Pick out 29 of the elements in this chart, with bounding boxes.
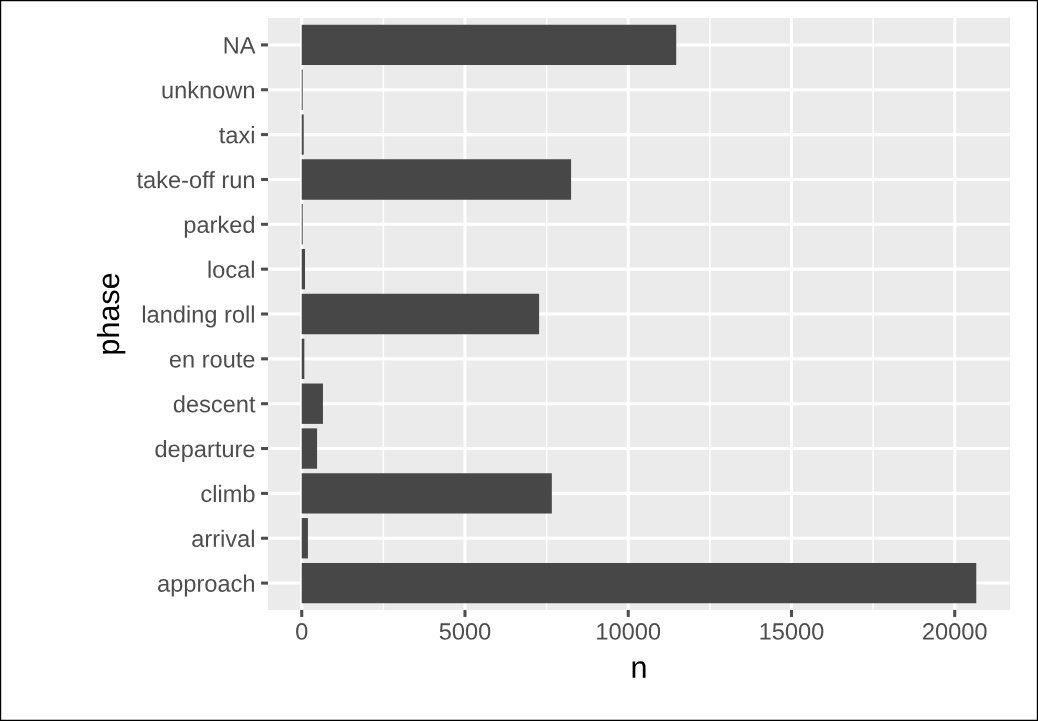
bar xyxy=(301,293,540,335)
y-tick-label: arrival xyxy=(192,529,254,548)
x-tick-label: 5000 xyxy=(439,623,491,640)
x-tick-label: 15000 xyxy=(760,623,824,640)
x-axis-title: n xyxy=(632,661,646,678)
y-tick-label: landing roll xyxy=(142,305,254,328)
y-tick-label: en route xyxy=(169,352,255,368)
y-tick-label: take-off run xyxy=(136,170,254,189)
y-axis-title: phase xyxy=(96,273,126,354)
y-tick-label: local xyxy=(208,260,254,278)
bar xyxy=(301,562,977,604)
y-tick-label: climb xyxy=(201,484,255,503)
y-tick-label: departure xyxy=(155,439,255,462)
bar xyxy=(301,518,308,559)
y-tick-label: descent xyxy=(173,395,256,413)
y-tick-label: approach xyxy=(158,574,254,597)
y-tick-label: parked xyxy=(184,215,254,238)
y-tick-label: NA xyxy=(224,37,256,54)
x-tick-label: 10000 xyxy=(597,623,661,640)
y-tick-label: taxi xyxy=(219,126,254,144)
bar xyxy=(301,383,323,424)
bar xyxy=(301,473,552,514)
bar xyxy=(301,159,572,200)
bar xyxy=(301,248,305,290)
x-tick-label: 0 xyxy=(296,623,308,640)
y-tick-label: unknown xyxy=(162,81,254,99)
bar xyxy=(301,24,677,66)
bar xyxy=(301,428,318,469)
x-tick-label: 20000 xyxy=(923,623,987,640)
